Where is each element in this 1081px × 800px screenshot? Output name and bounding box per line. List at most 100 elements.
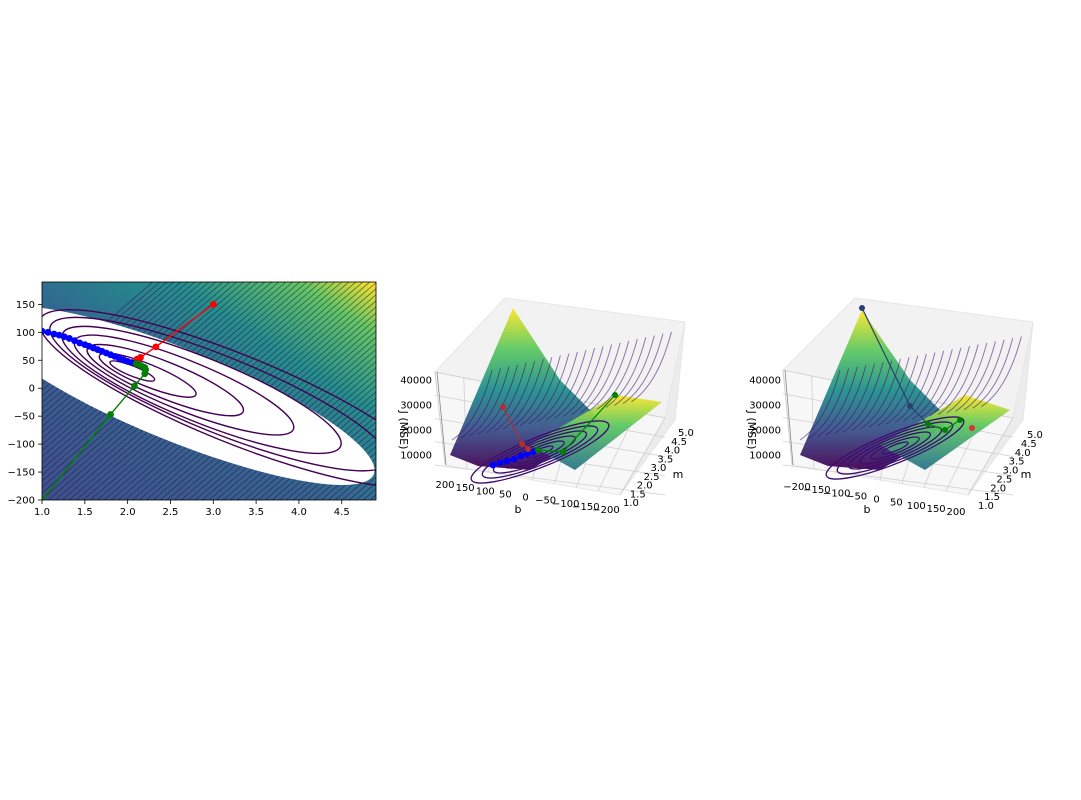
surface-contour	[920, 347, 962, 419]
z-tick-label: 20000	[400, 426, 432, 437]
surface-contour	[842, 361, 884, 433]
b-axis-label: b	[864, 503, 871, 516]
z-ticks: 10000 20000 30000 40000	[400, 376, 432, 462]
z-axis-label: J (MSE)	[397, 410, 410, 450]
grid-line	[967, 417, 1014, 496]
b-tick-label: −50	[535, 496, 556, 507]
descent-point-3d	[525, 446, 531, 452]
contour-line	[42, 282, 203, 422]
z-ticks: 10000 20000 30000 40000	[749, 376, 781, 462]
surface-contour	[537, 351, 578, 423]
b-tick-label: −100	[552, 499, 579, 510]
surface-contour	[614, 335, 655, 406]
descent-paths	[42, 300, 217, 500]
contour-line	[243, 385, 376, 500]
surface-contours	[451, 331, 672, 484]
surface-contour	[511, 357, 553, 428]
z-axis-label: J (MSE)	[745, 410, 758, 450]
b-tick-label: −150	[572, 502, 599, 513]
basin-contour	[881, 441, 909, 455]
basin-contour	[470, 420, 610, 484]
surface-contour	[468, 366, 510, 437]
z-tick-label: 40000	[749, 376, 781, 387]
surface-contour	[851, 360, 893, 431]
surface-contour	[554, 348, 596, 419]
descent-point	[42, 327, 46, 335]
z-tick-label: 10000	[400, 451, 432, 462]
surface-contour	[545, 349, 587, 421]
b-tick-label: 50	[890, 498, 903, 509]
surface-contour	[631, 331, 672, 403]
surface-contour	[520, 355, 561, 426]
m-tick-label: 2.0	[990, 483, 1006, 494]
grid-line	[782, 464, 1014, 496]
surface-contour	[955, 341, 996, 412]
contour-ellipses	[42, 306, 376, 488]
b-ticks: −200−150−100−50 0 50 100 150 200	[783, 482, 965, 518]
descent-point	[152, 343, 160, 351]
descent-point-3d	[519, 441, 525, 447]
m-tick-label: 2.5	[644, 472, 660, 483]
x-tick-label: 2.0	[120, 507, 136, 518]
y-tick-label: 0	[29, 384, 35, 395]
descent-point	[42, 496, 46, 500]
contour-ellipse	[109, 360, 156, 382]
surface-contour	[528, 353, 570, 425]
m-tick-label: 4.5	[1021, 439, 1037, 450]
descent-point-3d	[535, 447, 541, 453]
contour-line	[236, 379, 376, 500]
contour-line	[271, 409, 376, 500]
m-tick-label: 2.5	[996, 474, 1012, 485]
descent-point-3d	[496, 459, 504, 467]
descent-point-3d	[517, 452, 525, 460]
surface-contour	[451, 369, 493, 441]
descent-point	[131, 382, 138, 390]
descent-point	[55, 331, 63, 339]
basin-contour	[481, 425, 599, 479]
y-tick-label: −50	[14, 412, 35, 423]
contour-line	[42, 282, 182, 403]
surface-contour	[825, 365, 867, 436]
surface-contour	[903, 350, 945, 422]
b-tick-label: 100	[476, 486, 495, 497]
y-tick-label: −100	[8, 440, 35, 451]
basin-contour	[492, 430, 588, 474]
grid-line	[619, 417, 666, 496]
x-tick-label: 4.5	[334, 507, 350, 518]
z-tick-label: 10000	[749, 451, 781, 462]
m-tick-label: 2.0	[637, 481, 653, 492]
surface-contour	[877, 355, 919, 427]
m-tick-label: 1.5	[984, 492, 1000, 503]
contour-line	[278, 415, 376, 500]
m-tick-label: 1.0	[978, 501, 994, 512]
descent-point-3d	[523, 450, 531, 458]
m-tick-label: 4.0	[664, 446, 680, 457]
contour-line	[257, 397, 376, 500]
surface-contour	[588, 340, 630, 412]
b-tick-label: −200	[783, 482, 810, 493]
b-ticks: 200 150 100 50 0 −50−100−150−200	[435, 480, 619, 516]
b-tick-label: −50	[846, 491, 867, 502]
contour-line	[42, 282, 252, 464]
descent-paths-3d	[859, 305, 975, 433]
b-tick-label: 150	[456, 483, 475, 494]
b-tick-label: −150	[803, 485, 830, 496]
descent-point	[44, 328, 52, 336]
descent-point	[132, 360, 140, 368]
b-tick-label: −200	[592, 505, 619, 516]
descent-point-3d	[907, 403, 913, 409]
b-tick-label: 200	[435, 480, 454, 491]
surface-contour	[894, 352, 936, 423]
surface-contour	[868, 357, 910, 428]
contour-line	[42, 282, 217, 434]
descent-point-3d	[859, 305, 865, 311]
m-tick-label: 3.5	[1009, 457, 1025, 468]
contour-line	[42, 282, 238, 452]
descent-point-3d	[500, 404, 506, 410]
surface-contour	[579, 342, 621, 414]
descent-point-3d	[503, 457, 511, 465]
surface-panel-left: 10000 20000 30000 40000 200 150 100 50 0 −50−100…	[397, 297, 694, 516]
contour-line	[42, 282, 168, 391]
b-tick-label: 150	[927, 504, 946, 515]
